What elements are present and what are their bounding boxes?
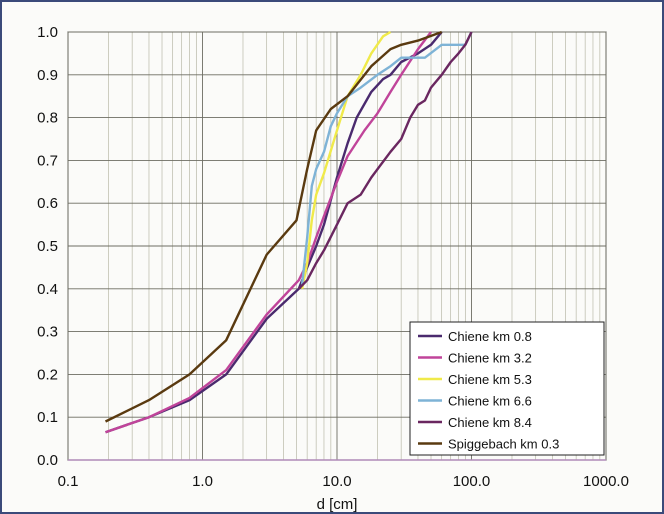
y-tick-label: 1.0 xyxy=(37,24,58,41)
y-tick-label: 0.0 xyxy=(37,452,58,469)
x-tick-label: 1.0 xyxy=(192,473,213,490)
y-tick-label: 0.8 xyxy=(37,110,58,127)
series-line xyxy=(297,31,473,290)
series-line xyxy=(300,31,473,285)
x-axis-title: d [cm] xyxy=(317,496,358,512)
series-lines xyxy=(104,30,473,434)
x-tick-label: 10.0 xyxy=(322,473,351,490)
legend-box xyxy=(409,321,605,456)
legend-label: Chiene km 3.2 xyxy=(448,351,532,366)
y-tick-label: 0.4 xyxy=(37,281,58,298)
legend-label: Chiene km 6.6 xyxy=(448,394,532,409)
legend: Chiene km 0.8 Chiene km 3.2 Chiene km 5.3 C… xyxy=(409,321,605,456)
y-tick-label: 0.6 xyxy=(37,195,58,212)
y-tick-label: 0.7 xyxy=(37,152,58,169)
legend-label: Chiene km 0.8 xyxy=(448,329,532,344)
series-line xyxy=(300,30,392,290)
series-line xyxy=(105,31,443,434)
x-tick-labels: 0.1 1.0 10.0 100.0 1000.0 xyxy=(58,473,629,490)
y-tick-label: 0.1 xyxy=(37,409,58,426)
x-tick-label: 100.0 xyxy=(453,473,491,490)
legend-label: Chiene km 5.3 xyxy=(448,372,532,387)
y-tick-labels: 0.0 0.1 0.2 0.3 0.4 0.5 0.6 0.7 0.8 0.9 1.0 xyxy=(37,24,58,469)
y-tick-label: 0.5 xyxy=(37,238,58,255)
legend-label: Chiene km 8.4 xyxy=(448,415,532,430)
x-tick-label: 1000.0 xyxy=(583,473,629,490)
x-tick-label: 0.1 xyxy=(58,473,79,490)
series-line xyxy=(105,31,432,434)
y-tick-label: 0.2 xyxy=(37,366,58,383)
series-line xyxy=(104,30,443,423)
y-tick-label: 0.9 xyxy=(37,67,58,84)
legend-label: Spiggebach km 0.3 xyxy=(448,437,559,452)
y-tick-label: 0.3 xyxy=(37,324,58,341)
